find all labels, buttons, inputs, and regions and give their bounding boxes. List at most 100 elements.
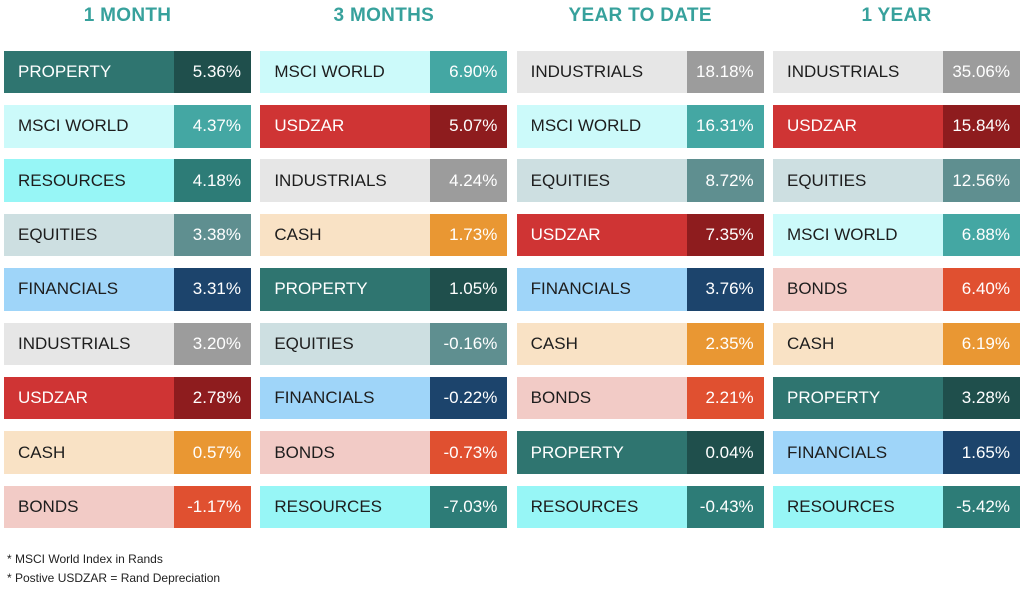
return-value: 16.31% bbox=[686, 105, 764, 148]
asset-label: FINANCIALS bbox=[260, 376, 431, 420]
asset-label: PROPERTY bbox=[772, 376, 943, 420]
return-value: 1.65% bbox=[942, 431, 1020, 474]
return-value: 2.78% bbox=[174, 376, 251, 420]
return-value: 35.06% bbox=[942, 50, 1020, 94]
return-value: -7.03% bbox=[430, 485, 508, 529]
asset-label: MSCI WORLD bbox=[516, 105, 687, 148]
table-row: RESOURCES 4.18% bbox=[4, 159, 251, 202]
table-row: MSCI WORLD 16.31% bbox=[516, 105, 764, 148]
asset-label: INDUSTRIALS bbox=[260, 159, 431, 202]
return-value: 6.19% bbox=[942, 322, 1020, 365]
table-row: PROPERTY 0.04% bbox=[516, 431, 764, 474]
table-row: EQUITIES 8.72% bbox=[516, 159, 764, 202]
return-value: 4.37% bbox=[174, 105, 251, 148]
table-row: CASH 0.57% bbox=[4, 431, 251, 474]
table-row: USDZAR 15.84% bbox=[772, 105, 1020, 148]
return-value: 4.18% bbox=[174, 159, 251, 202]
table-row: INDUSTRIALS 4.24% bbox=[260, 159, 508, 202]
asset-label: EQUITIES bbox=[772, 159, 943, 202]
table-row: MSCI WORLD 6.88% bbox=[772, 213, 1020, 257]
asset-label: INDUSTRIALS bbox=[4, 322, 174, 365]
return-value: 3.20% bbox=[174, 322, 251, 365]
asset-label: MSCI WORLD bbox=[772, 213, 943, 257]
period-column: YEAR TO DATE INDUSTRIALS 18.18% MSCI WORLD 1… bbox=[516, 0, 764, 540]
footnote-usdzar: * Postive USDZAR = Rand Depreciation bbox=[7, 571, 221, 585]
asset-label: EQUITIES bbox=[516, 159, 687, 202]
table-row: USDZAR 7.35% bbox=[516, 213, 764, 257]
asset-label: RESOURCES bbox=[260, 485, 431, 529]
table-row: RESOURCES -5.42% bbox=[772, 485, 1020, 529]
table-row: EQUITIES 3.38% bbox=[4, 213, 251, 257]
asset-label: BONDS bbox=[516, 376, 687, 420]
table-row: FINANCIALS 3.76% bbox=[516, 268, 764, 311]
return-value: 8.72% bbox=[686, 159, 764, 202]
return-value: 1.05% bbox=[430, 268, 508, 311]
period-column: 3 MONTHS MSCI WORLD 6.90% USDZAR 5.07% INDUST… bbox=[260, 0, 508, 540]
return-value: 0.04% bbox=[686, 431, 764, 474]
asset-label: RESOURCES bbox=[516, 485, 687, 529]
return-value: 1.73% bbox=[430, 213, 508, 257]
asset-label: EQUITIES bbox=[4, 213, 174, 257]
column-title: YEAR TO DATE bbox=[568, 5, 712, 26]
return-value: 18.18% bbox=[686, 50, 764, 94]
return-value: 12.56% bbox=[942, 159, 1020, 202]
asset-label: PROPERTY bbox=[4, 50, 174, 94]
asset-label: PROPERTY bbox=[516, 431, 687, 474]
table-row: USDZAR 5.07% bbox=[260, 105, 508, 148]
return-value: 7.35% bbox=[686, 213, 764, 257]
asset-label: PROPERTY bbox=[260, 268, 431, 311]
table-row: CASH 1.73% bbox=[260, 213, 508, 257]
asset-label: INDUSTRIALS bbox=[516, 50, 687, 94]
return-value: 5.07% bbox=[430, 105, 508, 148]
asset-label: RESOURCES bbox=[772, 485, 943, 529]
period-column: 1 YEAR INDUSTRIALS 35.06% USDZAR 15.84% EQUIT… bbox=[772, 0, 1020, 540]
table-row: FINANCIALS -0.22% bbox=[260, 376, 508, 420]
table-row: EQUITIES 12.56% bbox=[772, 159, 1020, 202]
table-row: FINANCIALS 3.31% bbox=[4, 268, 251, 311]
return-value: 3.38% bbox=[174, 213, 251, 257]
asset-label: INDUSTRIALS bbox=[772, 50, 943, 94]
footnotes: * MSCI World Index in Rands * Postive US… bbox=[7, 550, 220, 588]
asset-label: FINANCIALS bbox=[516, 268, 687, 311]
asset-label: USDZAR bbox=[260, 105, 431, 148]
return-value: -0.22% bbox=[430, 376, 508, 420]
column-title: 1 MONTH bbox=[83, 5, 172, 26]
asset-label: USDZAR bbox=[516, 213, 687, 257]
asset-label: EQUITIES bbox=[260, 322, 431, 365]
table-row: PROPERTY 5.36% bbox=[4, 50, 251, 94]
return-value: -1.17% bbox=[174, 485, 251, 529]
table-row: PROPERTY 3.28% bbox=[772, 376, 1020, 420]
table-row: INDUSTRIALS 18.18% bbox=[516, 50, 764, 94]
return-value: 6.88% bbox=[942, 213, 1020, 257]
table-row: RESOURCES -7.03% bbox=[260, 485, 508, 529]
asset-label: MSCI WORLD bbox=[4, 105, 174, 148]
asset-label: BONDS bbox=[260, 431, 431, 474]
table-row: CASH 2.35% bbox=[516, 322, 764, 365]
return-value: 0.57% bbox=[174, 431, 251, 474]
table-row: BONDS -0.73% bbox=[260, 431, 508, 474]
footnote-msci: * MSCI World Index in Rands bbox=[7, 552, 163, 566]
return-value: 3.31% bbox=[174, 268, 251, 311]
return-value: 6.90% bbox=[430, 50, 508, 94]
return-value: 5.36% bbox=[174, 50, 251, 94]
table-row: MSCI WORLD 6.90% bbox=[260, 50, 508, 94]
asset-label: USDZAR bbox=[772, 105, 943, 148]
return-value: -0.16% bbox=[430, 322, 508, 365]
return-value: 4.24% bbox=[430, 159, 508, 202]
table-row: CASH 6.19% bbox=[772, 322, 1020, 365]
asset-label: CASH bbox=[260, 213, 431, 257]
return-value: 6.40% bbox=[942, 268, 1020, 311]
returns-table: 1 MONTH PROPERTY 5.36% MSCI WORLD 4.37% RESOU… bbox=[4, 0, 1020, 540]
asset-label: BONDS bbox=[4, 485, 174, 529]
asset-label: MSCI WORLD bbox=[260, 50, 431, 94]
return-value: -5.42% bbox=[942, 485, 1020, 529]
table-row: EQUITIES -0.16% bbox=[260, 322, 508, 365]
return-value: -0.43% bbox=[686, 485, 764, 529]
column-title: 1 YEAR bbox=[861, 5, 932, 26]
return-value: 2.35% bbox=[686, 322, 764, 365]
table-row: BONDS -1.17% bbox=[4, 485, 251, 529]
return-value: 15.84% bbox=[942, 105, 1020, 148]
table-row: USDZAR 2.78% bbox=[4, 376, 251, 420]
table-row: PROPERTY 1.05% bbox=[260, 268, 508, 311]
asset-label: CASH bbox=[516, 322, 687, 365]
